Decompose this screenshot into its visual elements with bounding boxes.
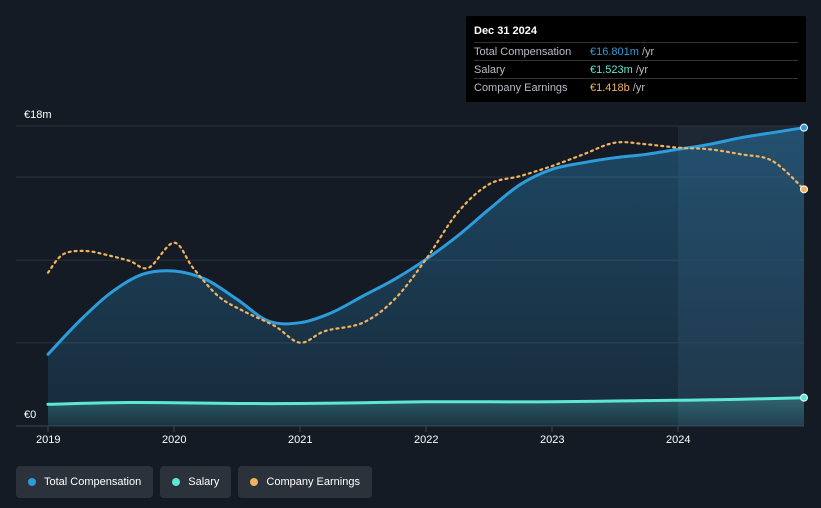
tooltip-label: Total Compensation bbox=[474, 45, 572, 58]
total-compensation-area bbox=[48, 127, 804, 426]
tooltip-unit: /yr bbox=[635, 63, 649, 76]
tooltip-row-salary: Salary €1.523m /yr bbox=[474, 60, 798, 78]
tooltip-label: Salary bbox=[474, 63, 506, 76]
x-tick-label: 2021 bbox=[288, 434, 312, 446]
x-tick-label: 2023 bbox=[540, 434, 564, 446]
x-tick-label: 2019 bbox=[36, 434, 60, 446]
tooltip-value: €16.801m bbox=[590, 45, 639, 58]
tooltip-unit: /yr bbox=[632, 81, 645, 94]
legend-label: Total Compensation bbox=[44, 476, 142, 488]
company-earnings-line bbox=[46, 141, 806, 344]
salary-end-marker bbox=[800, 393, 808, 402]
company-earnings-end-marker bbox=[800, 185, 808, 194]
tooltip-row-company-earnings: Company Earnings €1.418b /yr bbox=[474, 78, 798, 96]
tooltip: Dec 31 2024 Total Compensation €16.801m … bbox=[466, 16, 806, 102]
legend-dot-icon bbox=[250, 478, 259, 486]
tooltip-value: €1.418b bbox=[590, 81, 630, 94]
legend: Total Compensation Salary Company Earnin… bbox=[16, 466, 372, 498]
total-compensation-end-marker bbox=[800, 123, 808, 132]
x-tick-label: 2020 bbox=[162, 434, 186, 446]
salary-line bbox=[46, 396, 806, 406]
legend-label: Company Earnings bbox=[266, 476, 360, 488]
x-tick-label: 2022 bbox=[414, 434, 438, 446]
legend-item-salary[interactable]: Salary bbox=[160, 466, 232, 498]
tooltip-date: Dec 31 2024 bbox=[474, 25, 537, 37]
x-tick-label: 2024 bbox=[666, 434, 690, 446]
legend-label: Salary bbox=[188, 476, 220, 488]
legend-dot-icon bbox=[172, 478, 181, 486]
axes: €18m €0 2019 2020 2021 2022 2023 2024 bbox=[24, 109, 690, 446]
tooltip-value: €1.523m bbox=[590, 63, 633, 76]
tooltip-unit: /yr bbox=[641, 45, 655, 58]
y-tick-label: €0 bbox=[24, 409, 36, 421]
series-areas bbox=[48, 127, 804, 426]
tooltip-row-total-compensation: Total Compensation €16.801m /yr bbox=[474, 42, 798, 60]
legend-item-total-compensation[interactable]: Total Compensation bbox=[16, 466, 154, 498]
legend-dot-icon bbox=[28, 478, 36, 486]
legend-item-company-earnings[interactable]: Company Earnings bbox=[238, 466, 372, 498]
series-lines bbox=[46, 126, 806, 406]
y-tick-label: €18m bbox=[24, 109, 52, 121]
tooltip-label: Company Earnings bbox=[474, 81, 568, 94]
end-markers bbox=[800, 123, 808, 402]
total-compensation-line bbox=[46, 126, 806, 356]
